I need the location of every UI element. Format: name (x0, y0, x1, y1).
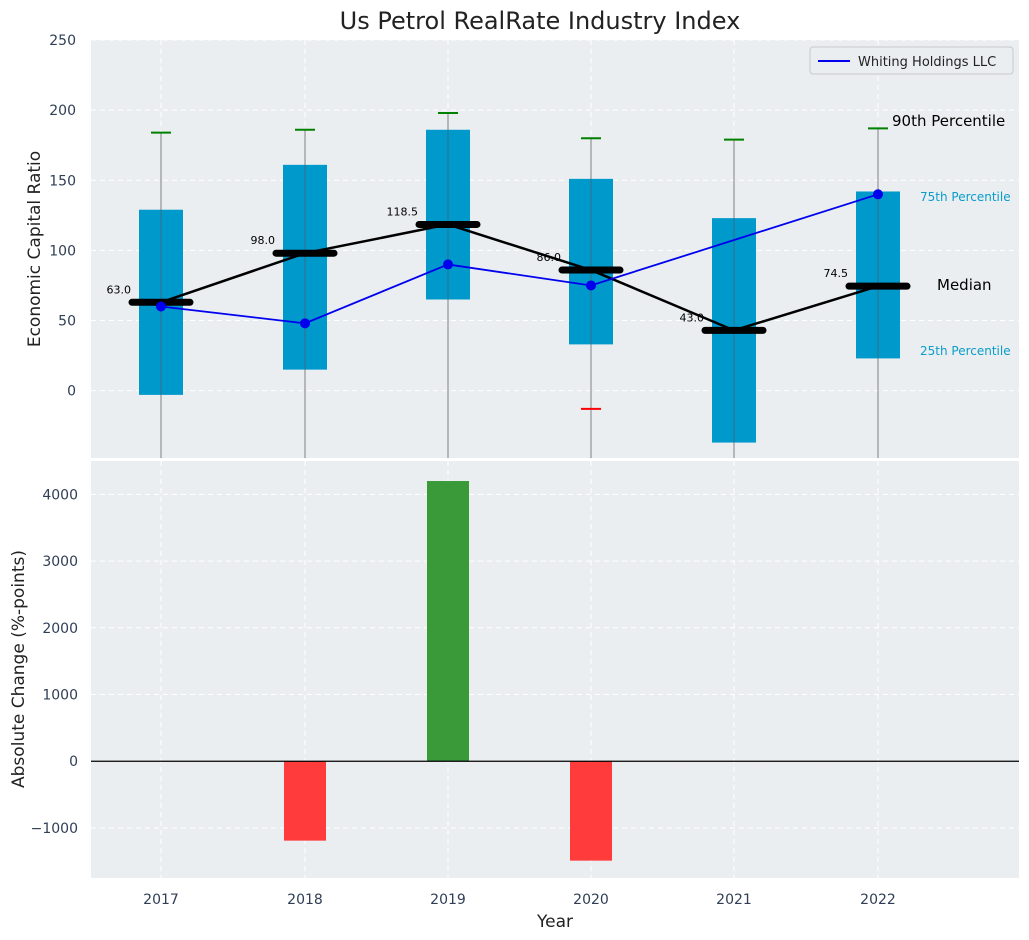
median-value-label: 86.0 (537, 251, 562, 264)
y-tick-label: −1000 (31, 821, 78, 837)
y-tick-label: 2000 (42, 621, 78, 637)
legend: Whiting Holdings LLC (809, 46, 1014, 75)
annotation-75th: 75th Percentile (920, 190, 1011, 204)
change-bar-2020 (570, 761, 612, 861)
y-tick-label: 1000 (42, 688, 78, 704)
chart-title: Us Petrol RealRate Industry Index (340, 7, 741, 35)
annotation-90th: 90th Percentile (892, 112, 1005, 130)
median-value-label: 98.0 (251, 234, 276, 247)
median-line (160, 223, 879, 332)
legend-box (809, 46, 1014, 75)
x-tick-label: 2022 (860, 892, 896, 908)
y-tick-label: 150 (49, 173, 76, 189)
x-tick-label: 2020 (573, 892, 609, 908)
top-plot: 0 50 100 150 200 250 Economic Capital Ratio 63.… (25, 33, 1019, 458)
change-bar-2018 (284, 761, 326, 841)
annotation-25th: 25th Percentile (920, 344, 1011, 358)
company-point (300, 318, 310, 329)
company-point (873, 189, 883, 200)
y-tick-label: 50 (58, 314, 76, 330)
company-point (586, 280, 596, 291)
y-tick-label: 0 (69, 754, 78, 770)
x-tick-label: 2021 (716, 892, 752, 908)
annotation-median: Median (937, 276, 992, 294)
median-value-label: 118.5 (387, 205, 419, 218)
x-axis-label: Year (536, 912, 573, 932)
y-tick-label: 3000 (42, 554, 78, 570)
median-value-label: 63.0 (107, 283, 132, 296)
y-tick-label: 100 (49, 243, 76, 259)
y-tick-label: 0 (67, 384, 76, 400)
legend-label: Whiting Holdings LLC (858, 55, 996, 70)
y-tick-label: 4000 (42, 487, 78, 503)
change-bar-2019 (427, 481, 469, 762)
plot-background (91, 461, 1019, 878)
y-axis-label: Absolute Change (%-points) (9, 550, 29, 788)
bottom-plot: −1000 0 1000 2000 3000 4000 2017 2018 2019 2020 20… (9, 461, 1019, 932)
median-value-label: 43.0 (680, 311, 705, 324)
y-tick-label: 200 (49, 103, 76, 119)
median-value-label: 74.5 (824, 267, 849, 280)
x-tick-label: 2019 (430, 892, 466, 908)
x-tick-label: 2017 (143, 892, 179, 908)
x-tick-label: 2018 (287, 892, 323, 908)
company-point (443, 259, 453, 270)
y-tick-label: 250 (49, 33, 76, 49)
y-axis-label: Economic Capital Ratio (25, 151, 45, 347)
company-point (156, 301, 166, 312)
